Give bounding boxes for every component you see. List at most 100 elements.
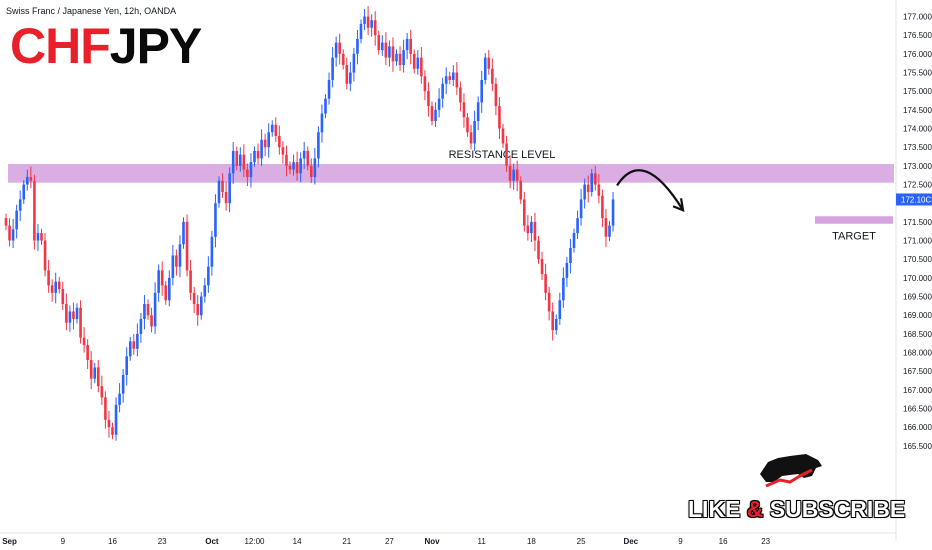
- candle-body: [111, 427, 114, 435]
- candle: [547, 286, 551, 321]
- candle: [47, 259, 50, 293]
- candle: [97, 360, 100, 393]
- candle: [224, 181, 228, 211]
- candle-body: [302, 150, 306, 159]
- candle: [512, 163, 515, 190]
- candle: [331, 47, 334, 88]
- candle-body: [65, 304, 68, 323]
- candle: [341, 49, 345, 70]
- candle-body: [267, 132, 270, 148]
- candle: [210, 230, 214, 276]
- candle-body: [256, 150, 260, 159]
- candle-body: [75, 307, 79, 319]
- candle-body: [178, 244, 182, 267]
- candle: [65, 293, 68, 331]
- candle: [366, 6, 370, 36]
- candle: [395, 49, 398, 66]
- bull-logo-icon: [760, 454, 822, 488]
- candle-body: [590, 173, 594, 192]
- candle-body: [114, 404, 118, 435]
- candle: [207, 256, 210, 293]
- candle-body: [540, 259, 544, 275]
- candle: [359, 19, 363, 44]
- candle: [217, 176, 221, 208]
- candle: [132, 333, 136, 355]
- candle: [29, 166, 33, 189]
- bull-shape: [760, 454, 822, 482]
- candle-body: [168, 277, 171, 301]
- candle: [185, 214, 189, 277]
- candle-body: [466, 117, 469, 133]
- price-tick-label: 175.500: [903, 69, 932, 78]
- candle: [192, 286, 196, 313]
- candle-body: [306, 150, 310, 166]
- candle: [33, 174, 36, 250]
- candle: [459, 81, 462, 112]
- candle: [533, 212, 537, 251]
- candle-body: [519, 180, 523, 200]
- candle: [590, 168, 594, 197]
- candle-body: [402, 50, 405, 66]
- candle-body: [11, 229, 15, 241]
- candle: [18, 190, 22, 222]
- candle: [594, 165, 597, 191]
- cta-amp: &: [746, 496, 764, 522]
- time-tick-label: 11: [478, 537, 487, 546]
- candle: [239, 147, 242, 172]
- candle-body: [579, 199, 583, 219]
- candle-body: [43, 240, 47, 271]
- candle: [381, 35, 384, 57]
- candle: [235, 146, 239, 171]
- candle: [139, 312, 143, 343]
- candle-body: [132, 341, 136, 349]
- price-axis[interactable]: 177.000 176.500 176.000 175.500 175.000 174.5…: [895, 0, 932, 540]
- candle: [473, 110, 476, 151]
- time-tick-label: 18: [527, 537, 536, 546]
- candle-body: [320, 113, 324, 133]
- time-tick-label: 12:00: [244, 537, 265, 546]
- candle: [537, 236, 540, 264]
- candle-body: [143, 304, 146, 319]
- price-tick-label: 176.000: [903, 50, 932, 59]
- candle-body: [483, 57, 487, 80]
- candle-body: [523, 199, 526, 226]
- candle-body: [363, 16, 366, 24]
- candle-body: [242, 154, 246, 170]
- candle-body: [501, 128, 505, 144]
- candle: [114, 397, 118, 441]
- candle: [221, 173, 224, 198]
- candle: [15, 204, 18, 239]
- candle-body: [246, 169, 249, 178]
- candle-body: [444, 76, 448, 84]
- time-tick-label: 9: [61, 537, 66, 546]
- candle: [242, 144, 246, 178]
- candle: [576, 210, 579, 240]
- candle-body: [384, 42, 388, 58]
- candle-body: [235, 150, 239, 166]
- candle-body: [437, 98, 441, 110]
- candle: [388, 40, 391, 67]
- candle-body: [356, 38, 359, 54]
- candle-body: [139, 318, 143, 334]
- candle: [128, 336, 132, 361]
- candle: [278, 125, 281, 155]
- candle-body: [405, 38, 409, 51]
- candle-body: [505, 143, 508, 166]
- candle-body: [370, 20, 373, 28]
- candle: [72, 302, 75, 330]
- candle: [437, 88, 441, 118]
- candle: [118, 383, 121, 413]
- candle-body: [36, 233, 40, 241]
- candle: [526, 215, 530, 241]
- candle-body: [260, 139, 263, 159]
- candle: [196, 295, 199, 326]
- candle: [402, 39, 405, 73]
- time-axis[interactable]: Sep 9 16 23 Oct 12:00 14 21 27 Nov 11 18 25 Dec 9 16 23: [0, 532, 896, 546]
- candle-body: [554, 318, 558, 331]
- candle-body: [214, 203, 217, 237]
- candle: [267, 123, 270, 158]
- candle: [452, 65, 455, 86]
- candle: [515, 160, 519, 192]
- candle-body: [338, 42, 341, 54]
